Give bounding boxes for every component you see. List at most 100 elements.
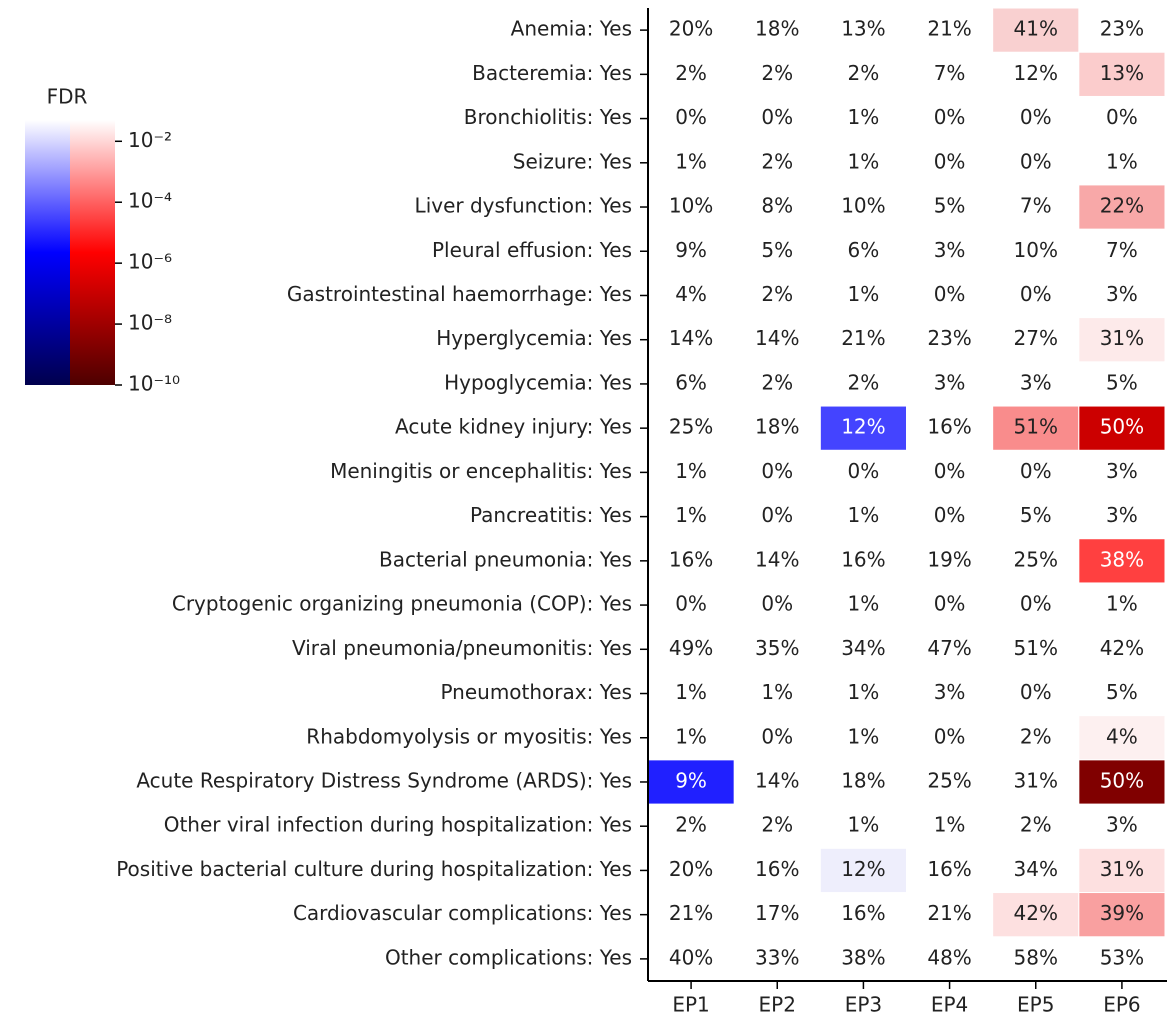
cell-label: 25% (669, 415, 713, 439)
cell-label: 16% (669, 547, 713, 571)
y-tick-label: Acute Respiratory Distress Syndrome (ARD… (136, 768, 632, 792)
cell-label: 0% (1106, 105, 1138, 129)
cell-label: 2% (1020, 813, 1052, 837)
cell-label: 53% (1100, 945, 1144, 969)
heatmap-cell (906, 406, 993, 451)
heatmap-cell (648, 273, 735, 318)
cell-label: 4% (675, 282, 707, 306)
cell-label: 0% (761, 459, 793, 483)
cell-label: 5% (761, 238, 793, 262)
heatmap-cell (992, 405, 1080, 451)
heatmap-cell (1078, 184, 1166, 230)
heatmap-cell (819, 405, 907, 451)
cell-label: 38% (1100, 547, 1144, 571)
heatmap-cell (820, 96, 907, 141)
y-tick-label: Bacterial pneumonia: Yes (379, 547, 632, 571)
heatmap-cell (648, 184, 735, 230)
cell-label: 10% (1014, 238, 1058, 262)
cell-label: 47% (927, 636, 971, 660)
cell-label: 21% (927, 17, 971, 41)
heatmap-cell (992, 759, 1079, 805)
heatmap-cell (992, 582, 1079, 628)
heatmap-cell (820, 184, 907, 230)
cell-label: 13% (841, 17, 885, 41)
heatmap-cell (734, 406, 821, 451)
colorbar-band (70, 120, 115, 385)
heatmap-cell (1078, 892, 1166, 938)
cell-label: 2% (675, 61, 707, 85)
cell-label: 38% (841, 945, 885, 969)
cell-label: 7% (934, 61, 966, 85)
heatmap-cell (734, 848, 821, 893)
heatmap-cell (734, 8, 821, 53)
heatmap-cell (734, 52, 821, 97)
cell-label: 17% (755, 901, 799, 925)
heatmap-cell (906, 140, 993, 185)
cell-label: 25% (927, 768, 971, 792)
y-tick-label: Pleural effusion: Yes (432, 238, 632, 262)
cell-label: 22% (1100, 194, 1144, 218)
heatmap-cell (906, 538, 993, 583)
heatmap-cell (1078, 494, 1165, 539)
heatmap-cell (992, 804, 1079, 849)
heatmap-cell (1078, 8, 1165, 53)
y-tick-label: Acute kidney injury: Yes (395, 415, 632, 439)
heatmap-cell (906, 450, 993, 495)
x-tick-label: EP1 (672, 993, 709, 1017)
y-tick-label: Positive bacterial culture during hospit… (116, 857, 632, 881)
heatmap-cell (1078, 229, 1165, 274)
y-tick-label: Pancreatitis: Yes (470, 503, 632, 527)
heatmap-cell (734, 184, 821, 230)
cell-label: 3% (1106, 282, 1138, 306)
heatmap-cell (820, 804, 907, 849)
heatmap-cell (820, 715, 907, 760)
cell-label: 4% (1106, 724, 1138, 748)
cell-label: 13% (1100, 61, 1144, 85)
heatmap-cell (648, 494, 735, 539)
y-tick-label: Rhabdomyolysis or myositis: Yes (306, 724, 632, 748)
cell-label: 0% (1020, 282, 1052, 306)
heatmap-cell (1078, 273, 1165, 318)
cell-label: 5% (1106, 370, 1138, 394)
heatmap-cell (734, 140, 821, 185)
heatmap-cell (906, 96, 993, 141)
heatmap-cell (648, 715, 735, 760)
y-tick-label: Hypoglycemia: Yes (444, 370, 632, 394)
cell-label: 34% (841, 636, 885, 660)
cell-label: 1% (675, 149, 707, 173)
colorbar-band (25, 120, 70, 385)
heatmap-cell (992, 671, 1079, 716)
cell-label: 16% (927, 857, 971, 881)
cell-label: 1% (848, 592, 880, 616)
heatmap-cell (820, 936, 907, 981)
heatmap-cell (1078, 715, 1166, 761)
cell-label: 12% (841, 857, 885, 881)
cell-label: 18% (841, 768, 885, 792)
heatmap-cell (648, 892, 735, 937)
cell-label: 16% (841, 901, 885, 925)
heatmap-cell (734, 759, 821, 805)
cell-label: 23% (1100, 17, 1144, 41)
cell-label: 14% (755, 326, 799, 350)
heatmap-cell (648, 848, 735, 893)
cell-label: 0% (934, 724, 966, 748)
cell-label: 7% (1020, 194, 1052, 218)
heatmap-cell (992, 494, 1079, 539)
heatmap-cell (734, 273, 821, 318)
colorbar-tick-label: 10⁻² (128, 128, 172, 152)
cell-label: 1% (761, 680, 793, 704)
heatmap-cell (648, 52, 735, 97)
cell-label: 14% (755, 768, 799, 792)
cell-label: 0% (761, 105, 793, 129)
heatmap-cell (1078, 140, 1165, 185)
cell-label: 0% (675, 592, 707, 616)
cell-label: 0% (934, 503, 966, 527)
heatmap-cell (906, 848, 993, 893)
heatmap-cell (734, 494, 821, 539)
cell-label: 1% (675, 680, 707, 704)
cell-label: 0% (934, 592, 966, 616)
cell-label: 23% (927, 326, 971, 350)
cell-label: 10% (841, 194, 885, 218)
heatmap-cell (820, 494, 907, 539)
heatmap-cell (992, 361, 1079, 407)
